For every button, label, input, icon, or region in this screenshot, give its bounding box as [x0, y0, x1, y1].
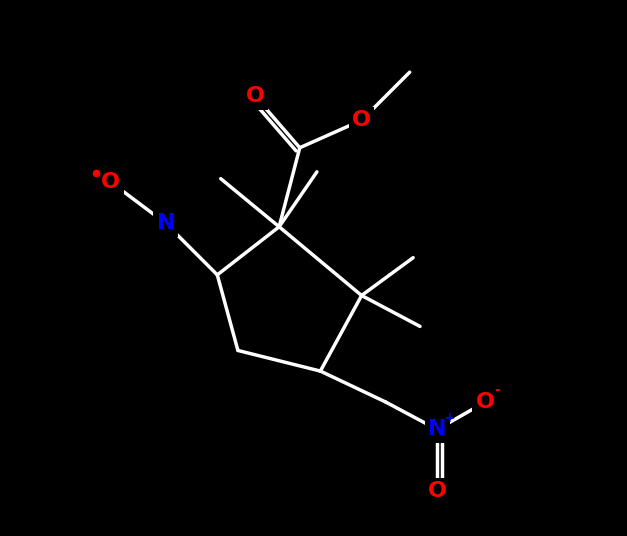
Text: O: O — [102, 172, 120, 192]
Text: O: O — [246, 86, 265, 106]
Text: O: O — [476, 392, 495, 412]
Text: N: N — [428, 420, 446, 440]
Text: +: + — [443, 411, 455, 425]
Text: O: O — [352, 110, 371, 130]
Text: N: N — [157, 213, 175, 233]
Text: O: O — [428, 481, 446, 501]
Text: -: - — [494, 383, 500, 397]
